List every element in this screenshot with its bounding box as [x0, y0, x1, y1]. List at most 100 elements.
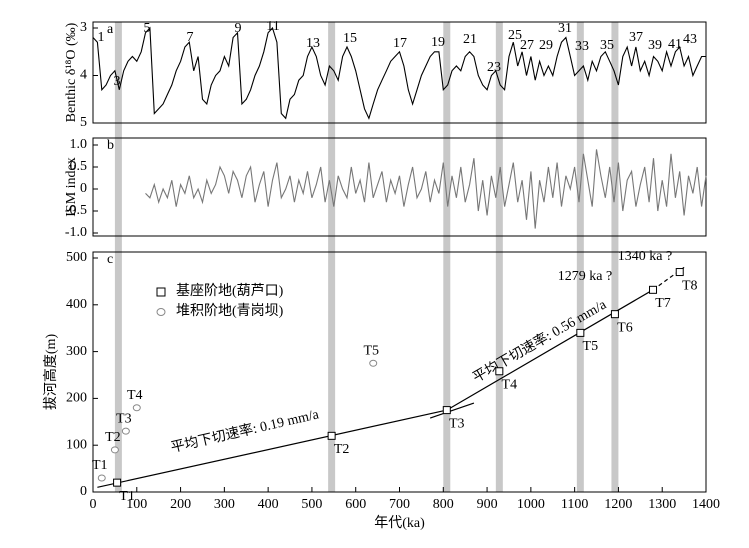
- point: [649, 285, 658, 294]
- stage-label: 43: [683, 32, 697, 47]
- stage-label: 31: [558, 21, 572, 36]
- stage-label: 3: [114, 74, 121, 89]
- point: [110, 446, 119, 454]
- panel-label: b: [107, 138, 114, 153]
- stage-label: 21: [463, 32, 477, 47]
- x-tick-label: 1400: [692, 497, 720, 512]
- stage-label: 1: [98, 30, 105, 45]
- point-label: T5: [363, 344, 379, 359]
- y-tick-label: 100: [66, 437, 87, 452]
- point-label: T3: [449, 416, 465, 431]
- plot-frame: [92, 137, 707, 237]
- age-label: 1340 ka ?: [618, 249, 672, 264]
- stage-label: 9: [235, 21, 242, 36]
- point-label: T2: [334, 442, 350, 457]
- point: [121, 427, 130, 435]
- trend-line: [446, 289, 654, 411]
- stage-label: 33: [575, 39, 589, 54]
- y-tick-label: 4: [80, 68, 87, 83]
- x-tick-label: 600: [345, 497, 366, 512]
- x-tick-label: 1300: [648, 497, 676, 512]
- point: [113, 478, 122, 487]
- legend-label: 堆积阶地(青岗坝): [176, 303, 284, 319]
- point: [610, 310, 619, 319]
- age-label: 1279 ka ?: [558, 269, 612, 284]
- point-label: T8: [682, 278, 698, 293]
- x-tick-label: 1000: [517, 497, 545, 512]
- y-tick-label: -1.0: [65, 225, 87, 240]
- point-label: T6: [617, 320, 633, 335]
- x-tick-label: 200: [170, 497, 191, 512]
- stage-label: 5: [144, 21, 151, 36]
- point-label: T5: [583, 339, 599, 354]
- stage-label: 27: [520, 38, 534, 53]
- panel-label: c: [107, 252, 113, 267]
- y-tick-label: 0: [80, 484, 87, 499]
- point: [576, 328, 585, 337]
- x-tick-label: 0: [90, 497, 97, 512]
- y-tick-label: 200: [66, 391, 87, 406]
- stage-label: 13: [306, 36, 320, 51]
- x-axis-label: 年代(ka): [374, 515, 425, 531]
- data-line: [145, 149, 707, 229]
- stage-label: 39: [648, 38, 662, 53]
- stage-label: 25: [508, 28, 522, 43]
- y-tick-label: 5: [80, 115, 87, 130]
- x-tick-label: 500: [301, 497, 322, 512]
- panel-label: a: [107, 22, 114, 37]
- y-tick-label: 500: [66, 250, 87, 265]
- stage-label: 35: [600, 38, 614, 53]
- y-tick-label: 400: [66, 297, 87, 312]
- y-tick-label: 3: [80, 20, 87, 35]
- stage-label: 29: [539, 38, 553, 53]
- point: [495, 367, 504, 376]
- x-tick-label: 800: [433, 497, 454, 512]
- y-tick-label: 0.5: [70, 159, 88, 174]
- point: [97, 474, 106, 482]
- highlight-band: [328, 22, 336, 492]
- highlight-band: [443, 22, 451, 492]
- y-tick-label: -0.5: [65, 203, 87, 218]
- stage-label: 23: [487, 60, 501, 75]
- point-label: T4: [502, 377, 518, 392]
- y-tick-label: 0: [80, 181, 87, 196]
- stage-label: 19: [431, 35, 445, 50]
- highlight-band: [495, 22, 503, 492]
- y-axis-label: Benthic δ¹⁸O (‰): [64, 22, 79, 122]
- legend-marker: [156, 308, 166, 316]
- point-label: T7: [655, 296, 671, 311]
- point: [442, 406, 451, 415]
- x-tick-label: 900: [477, 497, 498, 512]
- point-label: T3: [116, 411, 132, 426]
- highlight-band: [114, 22, 122, 492]
- x-tick-label: 400: [258, 497, 279, 512]
- y-tick-label: 300: [66, 344, 87, 359]
- point: [327, 431, 336, 440]
- stage-label: 11: [266, 19, 279, 34]
- trend-line: [97, 409, 447, 488]
- x-tick-label: 1200: [604, 497, 632, 512]
- trend-line: [429, 402, 475, 419]
- point-label: T4: [127, 388, 143, 403]
- y-axis-label: ISM index: [64, 157, 79, 217]
- x-tick-label: 700: [389, 497, 410, 512]
- x-tick-label: 100: [126, 497, 147, 512]
- y-axis-label: 拔河高度(m): [42, 334, 59, 411]
- stage-label: 37: [629, 30, 643, 45]
- point-label: T2: [105, 430, 121, 445]
- data-line: [92, 26, 706, 120]
- legend-marker: [156, 287, 166, 297]
- point: [675, 268, 684, 277]
- point-label: T1: [92, 458, 108, 473]
- stage-label: 17: [393, 36, 407, 51]
- highlight-band: [576, 22, 584, 492]
- highlight-band: [611, 22, 619, 492]
- legend-label: 基座阶地(葫芦口): [176, 282, 284, 299]
- x-tick-label: 1100: [561, 497, 588, 512]
- stage-label: 7: [187, 30, 194, 45]
- stage-label: 41: [668, 37, 682, 52]
- y-tick-label: 1.0: [70, 137, 88, 152]
- x-tick-label: 300: [214, 497, 235, 512]
- rate-label: 平均下切速率: 0.19 mm/a: [169, 405, 321, 456]
